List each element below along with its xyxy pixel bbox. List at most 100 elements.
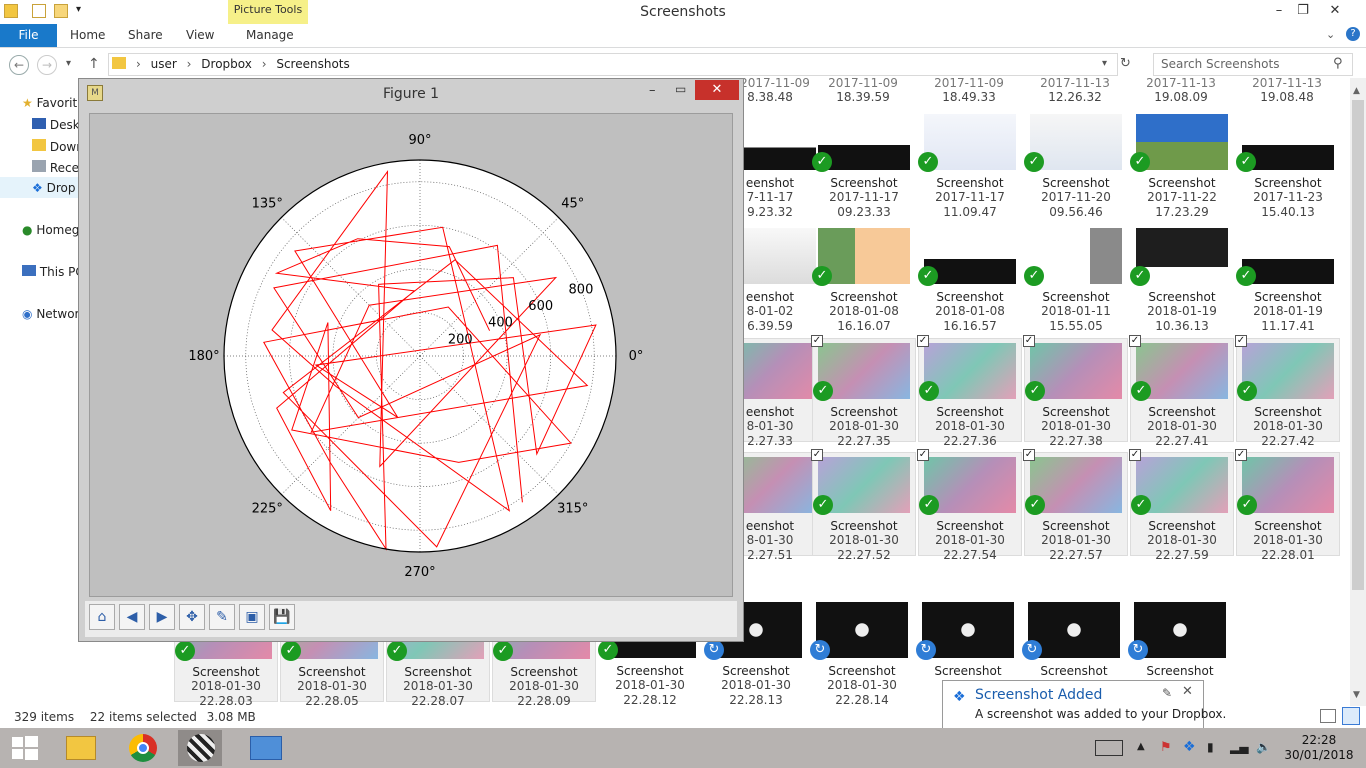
file-item[interactable]: ✓ Screenshot 2017-11-17 09.23.33	[812, 110, 916, 219]
maximize-button[interactable]: ❐	[1297, 3, 1309, 18]
minimize-button[interactable]: –	[1275, 3, 1283, 18]
new-folder-icon[interactable]	[54, 4, 68, 18]
subplots-icon[interactable]: ▣	[239, 604, 265, 630]
file-item[interactable]: ✓ ✓ Screenshot 2018-01-30 22.27.35	[811, 335, 916, 448]
show-hidden-icons[interactable]: ▲	[1137, 741, 1145, 752]
file-item[interactable]: ✓ ✓ Screenshot 2018-01-30 22.27.52	[811, 449, 916, 562]
file-item[interactable]: ↻ Screenshot	[1128, 598, 1232, 702]
figure-canvas[interactable]: 0° 45° 90° 135° 180° 225° 270° 315° 200 400 600 800	[89, 113, 733, 597]
breadcrumb-user[interactable]: user	[150, 57, 177, 71]
file-item[interactable]: ✓ Screenshot 2018-01-19 11.17.41	[1236, 224, 1340, 333]
properties-icon[interactable]	[32, 4, 46, 18]
file-item[interactable]: ✓ Screenshot 2018-01-19 10.36.13	[1130, 224, 1234, 333]
nav-favorites[interactable]: ★ Favorit	[22, 96, 78, 110]
back-icon[interactable]: ◀	[119, 604, 145, 630]
nav-desktop[interactable]: Deskt	[32, 118, 84, 132]
file-item[interactable]: ✓ Screenshot 2018-01-08 16.16.07	[812, 224, 916, 333]
start-button[interactable]	[12, 736, 38, 760]
save-icon[interactable]: 💾	[269, 604, 295, 630]
file-item[interactable]: ✓ ✓ Screenshot 2018-01-30 22.27.57	[1023, 449, 1128, 562]
quick-access-dropdown-icon[interactable]: ▾	[76, 4, 82, 15]
back-button[interactable]: ←	[9, 55, 29, 75]
chrome-taskbar-icon[interactable]	[122, 730, 166, 766]
tab-share[interactable]: Share	[128, 28, 163, 42]
search-icon[interactable]: ⚲	[1333, 56, 1343, 71]
file-item[interactable]: ✓ ✓ Screenshot 2018-01-30 22.27.42	[1235, 335, 1340, 448]
file-item[interactable]: ↻ Screenshot	[1022, 598, 1126, 702]
file-item[interactable]: ✓ Screenshot 2018-01-11 15.55.05	[1024, 224, 1128, 333]
select-checkbox[interactable]: ✓	[1023, 449, 1035, 461]
tab-view[interactable]: View	[186, 28, 215, 42]
file-explorer-taskbar-icon[interactable]	[58, 730, 102, 766]
file-item[interactable]: ✓ Screenshot 2017-11-22 17.23.29	[1130, 110, 1234, 219]
nav-homegroup[interactable]: ● Homeg	[22, 223, 80, 237]
dropbox-tray-icon[interactable]: ❖	[1183, 739, 1196, 755]
tab-home[interactable]: Home	[70, 28, 106, 42]
tab-manage[interactable]: Manage	[246, 28, 294, 42]
pin-icon[interactable]: ✎	[1162, 686, 1173, 700]
select-checkbox[interactable]: ✓	[1129, 449, 1141, 461]
volume-icon[interactable]: 🔈	[1256, 740, 1271, 754]
forward-button[interactable]: →	[37, 55, 57, 75]
breadcrumb-screenshots[interactable]: Screenshots	[276, 57, 350, 71]
pan-icon[interactable]: ✥	[179, 604, 205, 630]
file-item[interactable]: ✓ Screenshot 2018-01-08 16.16.57	[918, 224, 1022, 333]
search-input[interactable]	[1153, 53, 1353, 76]
file-item[interactable]: ↻ Screenshot	[916, 598, 1020, 702]
refresh-icon[interactable]: ↻	[1120, 56, 1131, 71]
file-item[interactable]: ✓ Screenshot 2017-11-20 09.56.46	[1024, 110, 1128, 219]
nav-dropbox[interactable]: ❖ Drop	[32, 181, 76, 195]
help-icon[interactable]: ?	[1346, 27, 1360, 41]
forward-icon[interactable]: ▶	[149, 604, 175, 630]
details-view-icon[interactable]	[1320, 709, 1336, 723]
file-item[interactable]: ✓ ✓ Screenshot 2018-01-30 22.27.36	[917, 335, 1022, 448]
figure-close-button[interactable]: ✕	[695, 80, 739, 100]
select-checkbox[interactable]: ✓	[1023, 335, 1035, 347]
figure-minimize-button[interactable]: –	[649, 83, 656, 98]
recent-locations-icon[interactable]: ▾	[66, 58, 72, 69]
nav-network[interactable]: ◉ Networ	[22, 307, 80, 321]
breadcrumb-dropbox[interactable]: Dropbox	[201, 57, 252, 71]
select-checkbox[interactable]: ✓	[1235, 335, 1247, 347]
file-item[interactable]: ✓ Screenshot 2017-11-23 15.40.13	[1236, 110, 1340, 219]
action-center-icon[interactable]: ⚑	[1160, 740, 1172, 755]
file-item[interactable]: ✓ Screenshot 2017-11-17 11.09.47	[918, 110, 1022, 219]
matplotlib-taskbar-icon[interactable]	[178, 730, 222, 766]
ribbon-expand-icon[interactable]: ⌄	[1326, 28, 1336, 41]
file-item[interactable]: ↻ Screenshot 2018-01-30 22.28.14	[810, 598, 914, 707]
select-checkbox[interactable]: ✓	[1235, 449, 1247, 461]
select-checkbox[interactable]: ✓	[811, 335, 823, 347]
scroll-thumb[interactable]	[1352, 100, 1364, 590]
control-panel-taskbar-icon[interactable]	[244, 730, 288, 766]
configure-icon[interactable]: ✎	[209, 604, 235, 630]
address-dropdown-icon[interactable]: ▾	[1102, 58, 1108, 69]
dropbox-notification[interactable]	[942, 680, 1204, 730]
signal-icon[interactable]: ▂▄	[1230, 740, 1249, 754]
address-bar[interactable]	[108, 53, 1118, 76]
close-button[interactable]: ✕	[1312, 0, 1358, 22]
scroll-up-icon[interactable]: ▲	[1353, 86, 1360, 96]
up-icon[interactable]: ↑	[88, 56, 100, 72]
select-checkbox[interactable]: ✓	[917, 335, 929, 347]
figure-maximize-button[interactable]: ▭	[675, 82, 687, 96]
folder-icon[interactable]	[4, 4, 18, 18]
tab-file[interactable]: File	[0, 24, 57, 47]
nav-recent[interactable]: Recer	[32, 160, 84, 175]
select-checkbox[interactable]: ✓	[917, 449, 929, 461]
select-checkbox[interactable]: ✓	[1129, 335, 1141, 347]
file-item[interactable]: ✓ ✓ Screenshot 2018-01-30 22.27.38	[1023, 335, 1128, 448]
file-item[interactable]: ✓ ✓ Screenshot 2018-01-30 22.27.54	[917, 449, 1022, 562]
select-checkbox[interactable]: ✓	[811, 449, 823, 461]
notification-close-icon[interactable]: ✕	[1182, 684, 1193, 699]
nav-downloads[interactable]: Down	[32, 139, 84, 154]
file-item[interactable]: ✓ ✓ Screenshot 2018-01-30 22.27.41	[1129, 335, 1234, 448]
power-icon[interactable]: ▮	[1207, 740, 1214, 754]
nav-this-pc[interactable]: This PC	[22, 265, 84, 279]
clock[interactable]: 22:28 30/01/2018	[1284, 733, 1354, 763]
keyboard-icon[interactable]	[1095, 740, 1123, 756]
home-icon[interactable]: ⌂	[89, 604, 115, 630]
scroll-down-icon[interactable]: ▼	[1353, 690, 1360, 700]
file-item[interactable]: ✓ ✓ Screenshot 2018-01-30 22.28.01	[1235, 449, 1340, 562]
large-icons-view-icon[interactable]	[1342, 707, 1360, 725]
file-item[interactable]: ✓ ✓ Screenshot 2018-01-30 22.27.59	[1129, 449, 1234, 562]
